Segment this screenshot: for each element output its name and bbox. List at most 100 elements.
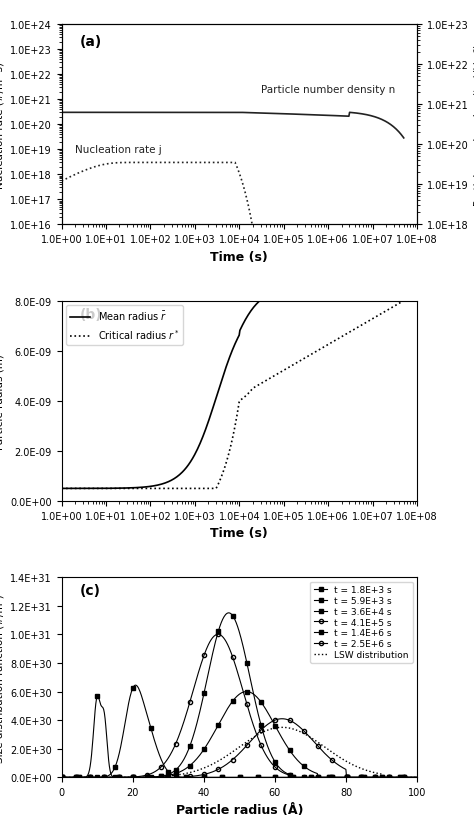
t = 4.1E+5 s (228, 648, 234, 658)
Text: Particle number density n: Particle number density n (261, 84, 395, 94)
Critical radius $r^*$ (263, 376, 268, 386)
Text: (a): (a) (80, 35, 101, 49)
Mean radius $\bar{r}$ (401, 283, 407, 293)
t = 4.1E+5 s (230, 654, 236, 664)
t = 5.9E+3 s (351, 772, 356, 782)
Text: (c): (c) (80, 584, 100, 598)
Critical radius $r^*$ (221, 465, 227, 475)
t = 4.1E+5 s (59, 772, 64, 782)
t = 3.6E+4 s (406, 772, 412, 782)
t = 2.5E+6 s (279, 714, 284, 724)
t = 1.8E+3 s (414, 772, 420, 782)
Text: (b): (b) (80, 308, 102, 321)
t = 2.5E+6 s (228, 757, 233, 767)
Line: t = 3.6E+4 s: t = 3.6E+4 s (60, 611, 419, 779)
t = 4.1E+5 s (351, 772, 356, 782)
t = 1.4E+6 s (252, 691, 257, 701)
LSW distribution (228, 748, 233, 758)
LSW distribution (279, 722, 284, 732)
t = 2.5E+6 s (406, 772, 412, 782)
t = 1.8E+3 s (95, 691, 101, 701)
t = 1.8E+3 s (230, 772, 236, 782)
t = 1.8E+3 s (271, 772, 277, 782)
Critical radius $r^*$ (223, 458, 229, 468)
X-axis label: Time (s): Time (s) (210, 251, 268, 263)
Mean radius $\bar{r}$ (339, 283, 345, 293)
Y-axis label: Nucleation rate (#/m³ s): Nucleation rate (#/m³ s) (0, 62, 4, 189)
LSW distribution (270, 723, 276, 733)
Legend: Mean radius $\bar{r}$, Critical radius $r^*$: Mean radius $\bar{r}$, Critical radius $… (66, 306, 183, 345)
t = 4.1E+5 s (271, 761, 277, 771)
Line: t = 1.8E+3 s: t = 1.8E+3 s (60, 694, 419, 779)
LSW distribution (414, 772, 420, 782)
t = 1.8E+3 s (252, 772, 257, 782)
Mean radius $\bar{r}$ (244, 313, 250, 323)
Mean radius $\bar{r}$ (223, 362, 229, 372)
t = 1.4E+6 s (351, 772, 356, 782)
t = 1.8E+3 s (59, 772, 64, 782)
t = 5.9E+3 s (230, 772, 236, 782)
Y-axis label: Particle radius (m): Particle radius (m) (0, 354, 5, 449)
t = 5.9E+3 s (228, 772, 234, 782)
t = 1.4E+6 s (243, 686, 249, 696)
Line: Critical radius $r^*$: Critical radius $r^*$ (62, 301, 404, 489)
t = 3.6E+4 s (226, 608, 232, 618)
t = 1.4E+6 s (228, 699, 233, 709)
Line: t = 5.9E+3 s: t = 5.9E+3 s (60, 683, 419, 779)
LSW distribution (230, 747, 236, 757)
t = 4.1E+5 s (406, 772, 412, 782)
Line: LSW distribution: LSW distribution (62, 727, 417, 777)
t = 3.6E+4 s (252, 694, 257, 704)
Mean radius $\bar{r}$ (59, 484, 64, 494)
t = 4.1E+5 s (252, 724, 257, 734)
Critical radius $r^*$ (339, 332, 345, 342)
Mean radius $\bar{r}$ (221, 369, 227, 379)
t = 1.8E+3 s (351, 772, 356, 782)
X-axis label: Time (s): Time (s) (210, 527, 268, 539)
t = 2.5E+6 s (351, 772, 356, 782)
Text: Nucleation rate j: Nucleation rate j (75, 145, 162, 155)
Y-axis label: Size distribution function (#/m⁴): Size distribution function (#/m⁴) (0, 594, 5, 762)
Critical radius $r^*$ (401, 296, 407, 306)
Mean radius $\bar{r}$ (263, 293, 268, 303)
LSW distribution (251, 732, 257, 742)
t = 2.5E+6 s (59, 772, 64, 782)
t = 5.9E+3 s (133, 681, 138, 691)
Critical radius $r^*$ (59, 484, 64, 494)
Critical radius $r^*$ (244, 390, 250, 400)
t = 1.8E+3 s (228, 772, 234, 782)
t = 3.6E+4 s (230, 612, 236, 622)
LSW distribution (406, 772, 412, 782)
t = 5.9E+3 s (59, 772, 64, 782)
t = 1.4E+6 s (59, 772, 64, 782)
t = 2.5E+6 s (230, 755, 236, 765)
Mean radius $\bar{r}$ (392, 283, 398, 293)
t = 4.1E+5 s (216, 630, 221, 640)
t = 2.5E+6 s (270, 716, 276, 726)
t = 5.9E+3 s (252, 772, 257, 782)
t = 1.4E+6 s (230, 696, 236, 706)
Line: t = 4.1E+5 s: t = 4.1E+5 s (60, 633, 419, 779)
t = 3.6E+4 s (59, 772, 64, 782)
Line: Mean radius $\bar{r}$: Mean radius $\bar{r}$ (62, 288, 404, 489)
LSW distribution (351, 760, 356, 770)
t = 1.4E+6 s (271, 719, 277, 729)
t = 3.6E+4 s (271, 755, 277, 765)
t = 5.9E+3 s (414, 772, 420, 782)
t = 2.5E+6 s (251, 732, 257, 742)
t = 3.6E+4 s (414, 772, 420, 782)
X-axis label: Particle radius (Å): Particle radius (Å) (176, 803, 303, 816)
t = 5.9E+3 s (406, 772, 412, 782)
Legend: t = 1.8E+3 s, t = 5.9E+3 s, t = 3.6E+4 s, t = 4.1E+5 s, t = 1.4E+6 s, t = 2.5E+6: t = 1.8E+3 s, t = 5.9E+3 s, t = 3.6E+4 s… (310, 582, 412, 663)
t = 1.4E+6 s (406, 772, 412, 782)
t = 3.6E+4 s (351, 772, 356, 782)
t = 1.4E+6 s (414, 772, 420, 782)
t = 5.9E+3 s (271, 772, 277, 782)
t = 4.1E+5 s (414, 772, 420, 782)
Line: t = 2.5E+6 s: t = 2.5E+6 s (60, 716, 419, 779)
LSW distribution (59, 772, 64, 782)
Critical radius $r^*$ (392, 301, 398, 311)
t = 3.6E+4 s (228, 609, 234, 619)
t = 1.8E+3 s (406, 772, 412, 782)
t = 2.5E+6 s (414, 772, 420, 782)
